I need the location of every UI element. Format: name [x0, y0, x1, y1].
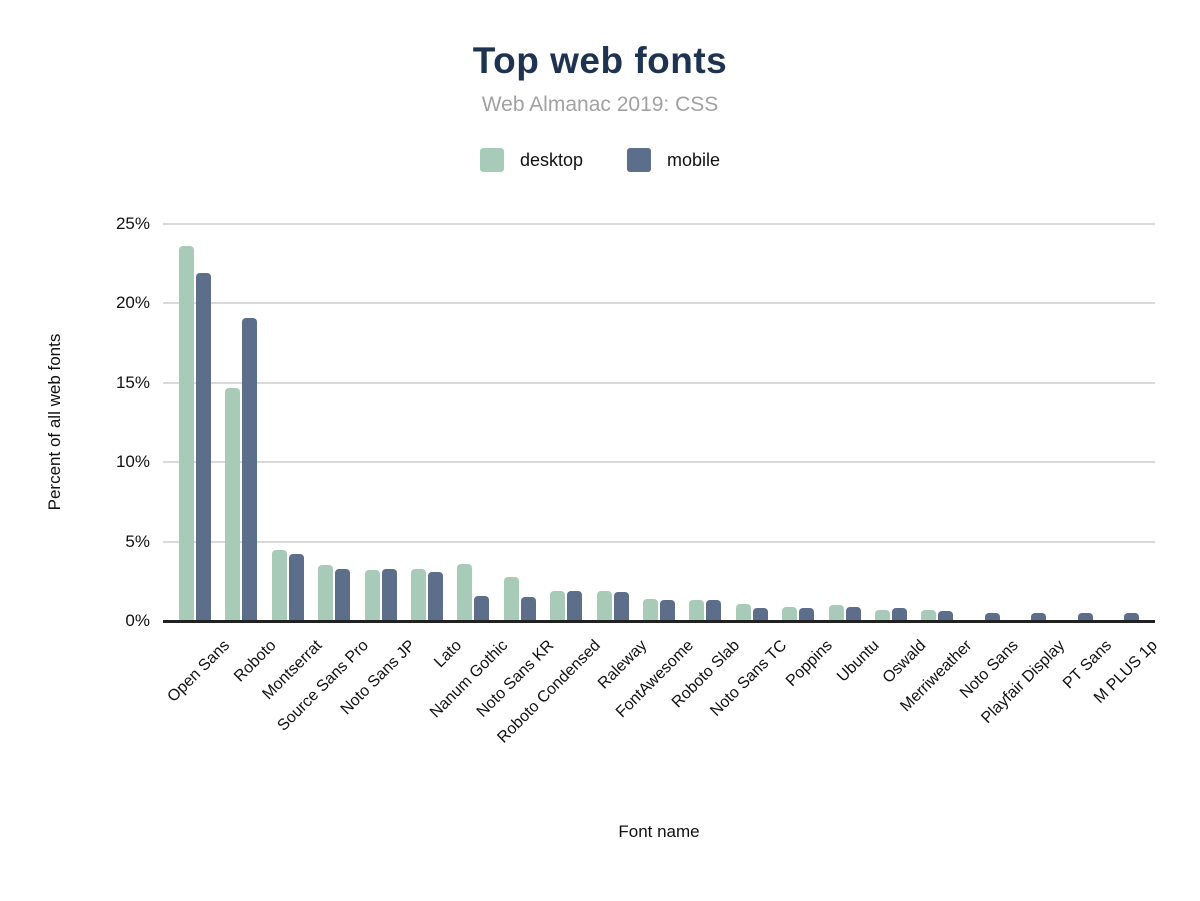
bar-desktop-ubuntu [828, 605, 844, 621]
bar-mobile-fontawesome [660, 600, 675, 621]
bar-mobile-roboto-slab [706, 600, 722, 621]
x-tick-label-lato: Lato [430, 637, 466, 672]
bar-desktop-roboto-condensed [550, 590, 566, 621]
gridline-5 [163, 540, 1155, 543]
bar-desktop-oswald [875, 609, 890, 621]
bar-desktop-noto-sans-jp [364, 570, 380, 621]
bar-mobile-roboto-condensed [567, 590, 583, 621]
bar-desktop-source-sans-pro [318, 565, 334, 621]
y-axis-title: Percent of all web fonts [45, 333, 64, 511]
y-tick-label-5: 5% [125, 531, 150, 551]
bar-mobile-lato [428, 571, 443, 621]
bar-mobile-poppins [799, 608, 815, 621]
x-axis-baseline [163, 620, 1155, 623]
bar-desktop-nanum-gothic [457, 563, 473, 621]
bar-desktop-noto-sans-tc [735, 603, 751, 621]
bar-desktop-merriweather [921, 609, 937, 621]
legend-item-desktop: desktop [479, 148, 583, 172]
bar-mobile-roboto [242, 317, 258, 621]
bar-mobile-open-sans [196, 273, 211, 621]
bar-desktop-open-sans [179, 246, 194, 621]
desktop-swatch-icon [479, 148, 504, 172]
gridline-15 [163, 381, 1155, 384]
bar-mobile-oswald [892, 608, 907, 621]
bar-mobile-ubuntu [845, 606, 861, 621]
gridline-20 [163, 302, 1155, 305]
bar-desktop-roboto [225, 387, 241, 621]
bar-mobile-nanum-gothic [474, 595, 490, 621]
bar-mobile-merriweather [938, 611, 954, 621]
bar-mobile-source-sans-pro [335, 568, 351, 621]
gridline-10 [163, 461, 1155, 464]
x-axis-title: Font name [618, 822, 700, 841]
bar-mobile-noto-sans-kr [520, 597, 536, 621]
bar-desktop-lato [411, 568, 426, 621]
y-tick-label-25: 25% [115, 214, 150, 233]
bar-desktop-raleway [596, 590, 612, 621]
bar-mobile-raleway [613, 592, 629, 621]
y-tick-label-20: 20% [115, 293, 150, 313]
mobile-swatch-icon [627, 148, 651, 172]
x-tick-label-poppins: Poppins [783, 637, 837, 690]
chart-title: Top web fonts [472, 40, 728, 81]
bar-mobile-noto-sans-jp [381, 568, 397, 621]
y-tick-label-10: 10% [115, 452, 150, 472]
bar-desktop-poppins [782, 606, 798, 621]
gridline-25 [163, 223, 1155, 225]
bar-mobile-montserrat [288, 554, 304, 621]
chart-subtitle: Web Almanac 2019: CSS [481, 93, 719, 116]
y-tick-label-0: 0% [125, 611, 150, 630]
x-tick-label-ubuntu: Ubuntu [834, 637, 883, 686]
bar-desktop-roboto-slab [689, 600, 705, 621]
legend: desktop mobile [0, 148, 1200, 172]
bar-desktop-noto-sans-kr [503, 576, 519, 621]
x-tick-label-open-sans: Open Sans [164, 637, 234, 706]
bar-desktop-fontawesome [643, 598, 658, 621]
x-tick-label-playfair-display: Playfair Display [978, 637, 1069, 727]
legend-label-mobile: mobile [667, 149, 721, 170]
legend-item-mobile: mobile [627, 148, 720, 172]
bar-mobile-noto-sans-tc [752, 608, 768, 621]
bar-mobile-noto-sans [984, 613, 1000, 621]
bar-mobile-m-plus-1p [1124, 613, 1139, 621]
bar-mobile-pt-sans [1077, 613, 1093, 621]
legend-label-desktop: desktop [519, 149, 583, 170]
y-tick-label-15: 15% [115, 372, 150, 392]
bar-desktop-montserrat [271, 549, 287, 621]
bar-mobile-playfair-display [1031, 613, 1047, 621]
